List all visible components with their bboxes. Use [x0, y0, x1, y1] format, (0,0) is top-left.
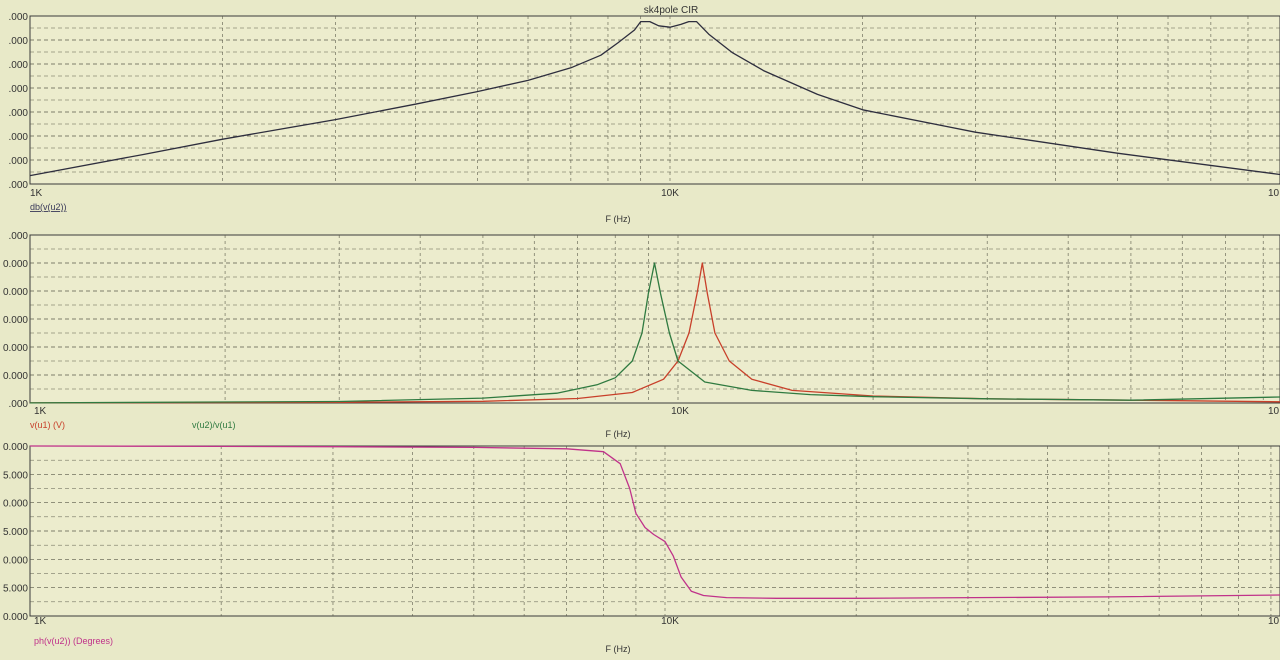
y-tick-label: 0.000 — [3, 371, 28, 382]
x-tick-label: 1K — [30, 188, 43, 199]
x-tick-label: 1K — [34, 406, 47, 417]
trace-legend-vu2-vu1[interactable]: v(u2)/v(u1) — [192, 420, 236, 430]
y-tick-label: .000 — [9, 60, 29, 71]
grid-phase — [30, 446, 1280, 616]
y-tick-label: .000 — [9, 108, 29, 119]
y-tick-label: 0.000 — [3, 259, 28, 270]
x-tick-labels-phase: 1K 10K 10 — [34, 616, 1280, 627]
y-tick-label: .000 — [9, 36, 29, 47]
plot-title: sk4pole CIR — [644, 5, 698, 16]
y-tick-labels-voltage: .000 0.000 0.000 0.000 0.000 0.000 .000 — [3, 231, 28, 410]
traces-magnitude — [29, 20, 1280, 179]
y-tick-labels-phase: 0.000 5.000 0.000 5.000 0.000 5.000 0.000 — [3, 442, 28, 623]
y-tick-labels-magnitude: .000 .000 .000 .000 .000 .000 .000 .000 — [9, 12, 29, 191]
y-tick-label: .000 — [9, 231, 29, 242]
trace-legend-db[interactable]: db(v(u2)) — [30, 202, 67, 212]
trace-line-2-1[interactable] — [29, 262, 1280, 404]
y-tick-label: 0.000 — [3, 343, 28, 354]
y-tick-label: .000 — [9, 399, 29, 410]
y-tick-label: 5.000 — [3, 470, 28, 481]
x-tick-label: 10K — [671, 406, 689, 417]
trace-line-2-2[interactable] — [29, 262, 1280, 404]
plot-panel-phase: 0.000 5.000 0.000 5.000 0.000 5.000 0.000 1K 10… — [3, 442, 1280, 654]
y-tick-label: 0.000 — [3, 499, 28, 510]
x-tick-labels-voltage: 1K 10K 10 — [34, 406, 1280, 417]
grid-voltage — [30, 235, 1280, 403]
y-tick-label: 5.000 — [3, 584, 28, 595]
y-tick-label: .000 — [9, 132, 29, 143]
x-axis-label-phase: F (Hz) — [606, 644, 631, 654]
trace-line-3-1[interactable] — [29, 445, 1280, 599]
y-tick-label: 0.000 — [3, 315, 28, 326]
x-tick-labels-magnitude: 1K 10K 10 — [30, 188, 1280, 199]
traces-phase — [29, 445, 1280, 599]
plot-panel-magnitude: .000 .000 .000 .000 .000 .000 .000 .000 1K 10K 10… — [9, 5, 1280, 224]
trace-legend-vu1[interactable]: v(u1) (V) — [30, 420, 65, 430]
trace-legend-phase[interactable]: ph(v(u2)) (Degrees) — [34, 636, 113, 646]
grid-magnitude — [30, 16, 1280, 184]
x-axis-label-voltage: F (Hz) — [606, 429, 631, 439]
x-axis-label-magnitude: F (Hz) — [606, 214, 631, 224]
y-tick-label: .000 — [9, 180, 29, 191]
x-tick-label: 10K — [661, 188, 679, 199]
y-tick-label: 0.000 — [3, 555, 28, 566]
y-tick-label: .000 — [9, 156, 29, 167]
x-tick-label: 10K — [661, 616, 679, 627]
y-tick-label: 0.000 — [3, 287, 28, 298]
x-tick-label: 10 — [1268, 406, 1280, 417]
traces-voltage — [29, 262, 1280, 404]
x-tick-label: 10 — [1268, 188, 1280, 199]
x-tick-label: 1K — [34, 616, 47, 627]
trace-line-1-1[interactable] — [29, 20, 1280, 179]
y-tick-label: .000 — [9, 84, 29, 95]
y-tick-label: .000 — [9, 12, 29, 23]
y-tick-label: 0.000 — [3, 442, 28, 453]
y-tick-label: 5.000 — [3, 527, 28, 538]
y-tick-label: 0.000 — [3, 612, 28, 623]
x-tick-label: 10 — [1268, 616, 1280, 627]
